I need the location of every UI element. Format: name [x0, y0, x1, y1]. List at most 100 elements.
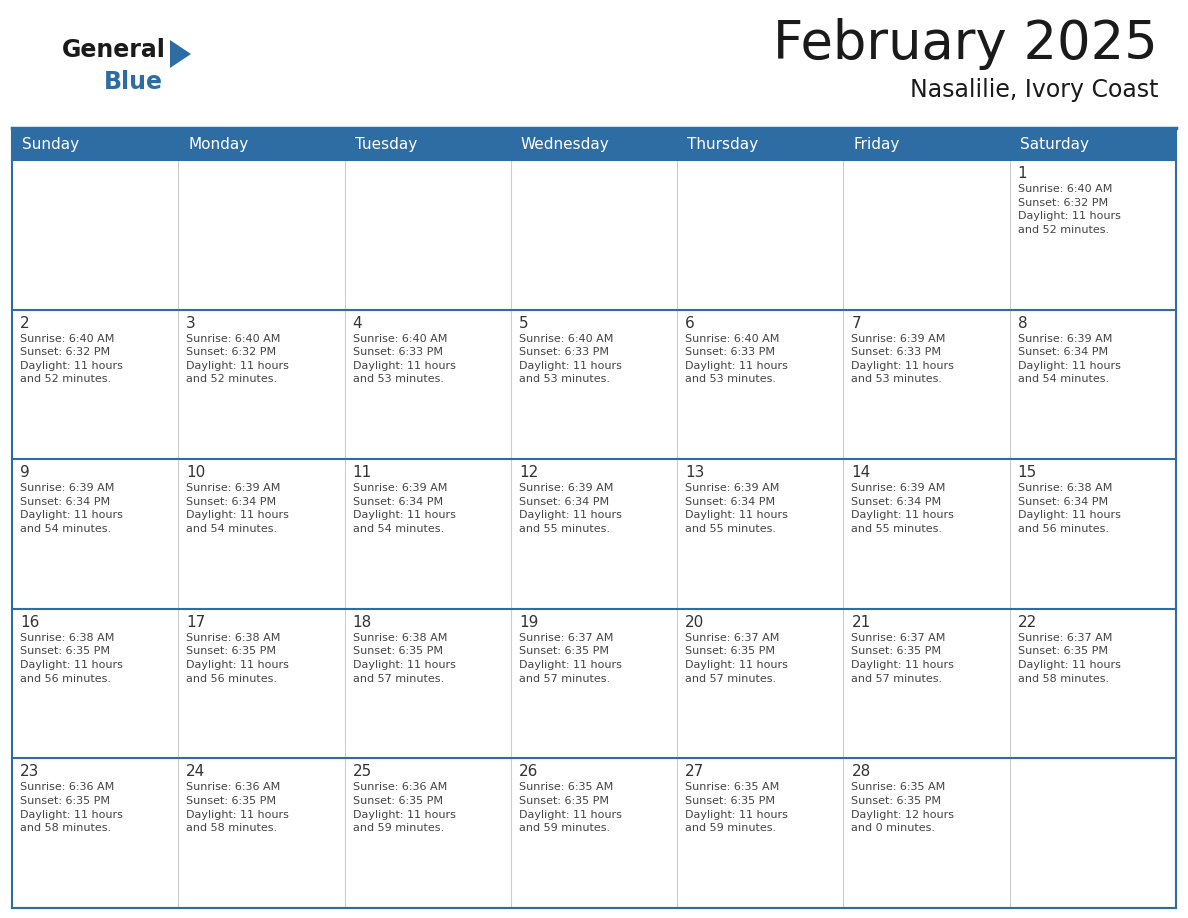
Text: Sunrise: 6:35 AM
Sunset: 6:35 PM
Daylight: 11 hours
and 59 minutes.: Sunrise: 6:35 AM Sunset: 6:35 PM Dayligh… [519, 782, 621, 834]
Text: 23: 23 [20, 765, 39, 779]
Bar [345, 309, 511, 459]
Text: Sunrise: 6:38 AM
Sunset: 6:35 PM
Daylight: 11 hours
and 56 minutes.: Sunrise: 6:38 AM Sunset: 6:35 PM Dayligh… [20, 633, 122, 684]
Bar [511, 609, 677, 758]
Bar [1010, 609, 1176, 758]
Text: 10: 10 [187, 465, 206, 480]
Bar [12, 160, 178, 309]
Text: 8: 8 [1018, 316, 1028, 330]
Polygon shape [170, 40, 191, 68]
Bar [178, 459, 345, 609]
Text: Friday: Friday [853, 137, 899, 151]
Text: General: General [62, 38, 166, 62]
Text: Sunrise: 6:39 AM
Sunset: 6:34 PM
Daylight: 11 hours
and 55 minutes.: Sunrise: 6:39 AM Sunset: 6:34 PM Dayligh… [852, 483, 954, 534]
Text: February 2025: February 2025 [773, 18, 1158, 70]
Text: Sunrise: 6:37 AM
Sunset: 6:35 PM
Daylight: 11 hours
and 57 minutes.: Sunrise: 6:37 AM Sunset: 6:35 PM Dayligh… [852, 633, 954, 684]
Bar [1010, 758, 1176, 908]
Text: Sunrise: 6:40 AM
Sunset: 6:33 PM
Daylight: 11 hours
and 53 minutes.: Sunrise: 6:40 AM Sunset: 6:33 PM Dayligh… [519, 333, 621, 385]
Text: 1: 1 [1018, 166, 1028, 181]
Bar [12, 609, 178, 758]
Text: Sunrise: 6:36 AM
Sunset: 6:35 PM
Daylight: 11 hours
and 58 minutes.: Sunrise: 6:36 AM Sunset: 6:35 PM Dayligh… [187, 782, 289, 834]
Text: Thursday: Thursday [687, 137, 758, 151]
Text: 26: 26 [519, 765, 538, 779]
Bar [1010, 459, 1176, 609]
Text: 4: 4 [353, 316, 362, 330]
Text: 20: 20 [685, 615, 704, 630]
Bar [178, 160, 345, 309]
Bar [12, 309, 178, 459]
Text: Nasalilie, Ivory Coast: Nasalilie, Ivory Coast [910, 78, 1158, 102]
Text: 16: 16 [20, 615, 39, 630]
Text: Sunrise: 6:39 AM
Sunset: 6:34 PM
Daylight: 11 hours
and 54 minutes.: Sunrise: 6:39 AM Sunset: 6:34 PM Dayligh… [1018, 333, 1120, 385]
Text: Sunrise: 6:35 AM
Sunset: 6:35 PM
Daylight: 11 hours
and 59 minutes.: Sunrise: 6:35 AM Sunset: 6:35 PM Dayligh… [685, 782, 788, 834]
Text: Sunrise: 6:37 AM
Sunset: 6:35 PM
Daylight: 11 hours
and 57 minutes.: Sunrise: 6:37 AM Sunset: 6:35 PM Dayligh… [519, 633, 621, 684]
Text: Sunrise: 6:39 AM
Sunset: 6:34 PM
Daylight: 11 hours
and 54 minutes.: Sunrise: 6:39 AM Sunset: 6:34 PM Dayligh… [353, 483, 455, 534]
Text: 3: 3 [187, 316, 196, 330]
Bar [345, 609, 511, 758]
Bar [843, 160, 1010, 309]
Text: 7: 7 [852, 316, 861, 330]
Bar [511, 309, 677, 459]
Text: Sunrise: 6:40 AM
Sunset: 6:32 PM
Daylight: 11 hours
and 52 minutes.: Sunrise: 6:40 AM Sunset: 6:32 PM Dayligh… [187, 333, 289, 385]
Text: Sunrise: 6:40 AM
Sunset: 6:33 PM
Daylight: 11 hours
and 53 minutes.: Sunrise: 6:40 AM Sunset: 6:33 PM Dayligh… [685, 333, 788, 385]
Bar [843, 459, 1010, 609]
Bar [1010, 309, 1176, 459]
Bar [178, 609, 345, 758]
Text: Sunrise: 6:36 AM
Sunset: 6:35 PM
Daylight: 11 hours
and 59 minutes.: Sunrise: 6:36 AM Sunset: 6:35 PM Dayligh… [353, 782, 455, 834]
Text: Sunrise: 6:39 AM
Sunset: 6:34 PM
Daylight: 11 hours
and 55 minutes.: Sunrise: 6:39 AM Sunset: 6:34 PM Dayligh… [685, 483, 788, 534]
Text: 6: 6 [685, 316, 695, 330]
Text: Sunrise: 6:40 AM
Sunset: 6:32 PM
Daylight: 11 hours
and 52 minutes.: Sunrise: 6:40 AM Sunset: 6:32 PM Dayligh… [20, 333, 122, 385]
Text: Blue: Blue [105, 70, 163, 94]
Bar [345, 160, 511, 309]
Text: 21: 21 [852, 615, 871, 630]
Text: 15: 15 [1018, 465, 1037, 480]
Text: 24: 24 [187, 765, 206, 779]
Bar [843, 309, 1010, 459]
Bar [345, 459, 511, 609]
Bar [677, 758, 843, 908]
Bar [178, 309, 345, 459]
Bar [677, 160, 843, 309]
Bar [677, 609, 843, 758]
Bar [12, 459, 178, 609]
Text: Monday: Monday [188, 137, 248, 151]
Text: Sunrise: 6:38 AM
Sunset: 6:34 PM
Daylight: 11 hours
and 56 minutes.: Sunrise: 6:38 AM Sunset: 6:34 PM Dayligh… [1018, 483, 1120, 534]
Text: 5: 5 [519, 316, 529, 330]
Text: Sunrise: 6:36 AM
Sunset: 6:35 PM
Daylight: 11 hours
and 58 minutes.: Sunrise: 6:36 AM Sunset: 6:35 PM Dayligh… [20, 782, 122, 834]
Text: 12: 12 [519, 465, 538, 480]
Bar [12, 758, 178, 908]
Text: Sunrise: 6:38 AM
Sunset: 6:35 PM
Daylight: 11 hours
and 56 minutes.: Sunrise: 6:38 AM Sunset: 6:35 PM Dayligh… [187, 633, 289, 684]
Text: 14: 14 [852, 465, 871, 480]
Text: Sunday: Sunday [23, 137, 80, 151]
Text: 27: 27 [685, 765, 704, 779]
Text: 18: 18 [353, 615, 372, 630]
Text: Sunrise: 6:38 AM
Sunset: 6:35 PM
Daylight: 11 hours
and 57 minutes.: Sunrise: 6:38 AM Sunset: 6:35 PM Dayligh… [353, 633, 455, 684]
Bar [843, 758, 1010, 908]
Text: Sunrise: 6:40 AM
Sunset: 6:33 PM
Daylight: 11 hours
and 53 minutes.: Sunrise: 6:40 AM Sunset: 6:33 PM Dayligh… [353, 333, 455, 385]
Text: 22: 22 [1018, 615, 1037, 630]
Text: 13: 13 [685, 465, 704, 480]
Text: Sunrise: 6:35 AM
Sunset: 6:35 PM
Daylight: 12 hours
and 0 minutes.: Sunrise: 6:35 AM Sunset: 6:35 PM Dayligh… [852, 782, 954, 834]
Text: Sunrise: 6:40 AM
Sunset: 6:32 PM
Daylight: 11 hours
and 52 minutes.: Sunrise: 6:40 AM Sunset: 6:32 PM Dayligh… [1018, 184, 1120, 235]
Bar [677, 309, 843, 459]
Bar [12, 128, 1176, 160]
Bar [1010, 160, 1176, 309]
Text: Sunrise: 6:39 AM
Sunset: 6:34 PM
Daylight: 11 hours
and 55 minutes.: Sunrise: 6:39 AM Sunset: 6:34 PM Dayligh… [519, 483, 621, 534]
Text: 25: 25 [353, 765, 372, 779]
Text: Sunrise: 6:39 AM
Sunset: 6:34 PM
Daylight: 11 hours
and 54 minutes.: Sunrise: 6:39 AM Sunset: 6:34 PM Dayligh… [20, 483, 122, 534]
Text: Sunrise: 6:37 AM
Sunset: 6:35 PM
Daylight: 11 hours
and 57 minutes.: Sunrise: 6:37 AM Sunset: 6:35 PM Dayligh… [685, 633, 788, 684]
Text: Sunrise: 6:39 AM
Sunset: 6:34 PM
Daylight: 11 hours
and 54 minutes.: Sunrise: 6:39 AM Sunset: 6:34 PM Dayligh… [187, 483, 289, 534]
Text: 28: 28 [852, 765, 871, 779]
Text: Sunrise: 6:37 AM
Sunset: 6:35 PM
Daylight: 11 hours
and 58 minutes.: Sunrise: 6:37 AM Sunset: 6:35 PM Dayligh… [1018, 633, 1120, 684]
Text: Tuesday: Tuesday [354, 137, 417, 151]
Bar [345, 758, 511, 908]
Bar [843, 609, 1010, 758]
Text: Wednesday: Wednesday [520, 137, 609, 151]
Text: 11: 11 [353, 465, 372, 480]
Bar [677, 459, 843, 609]
Text: 9: 9 [20, 465, 30, 480]
Bar [511, 758, 677, 908]
Text: 19: 19 [519, 615, 538, 630]
Bar [511, 160, 677, 309]
Bar [178, 758, 345, 908]
Text: 2: 2 [20, 316, 30, 330]
